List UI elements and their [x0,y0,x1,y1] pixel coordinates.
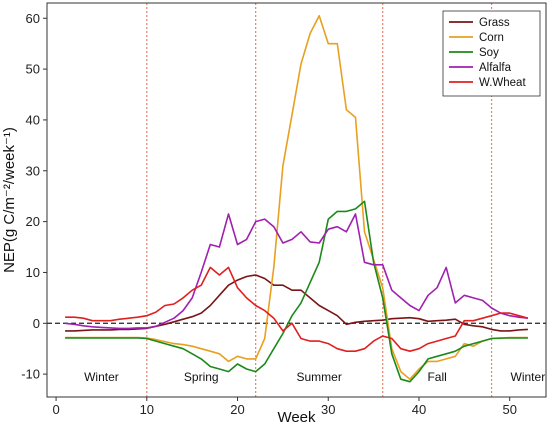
legend-label: Soy [479,47,499,59]
x-tick-label: 40 [412,402,426,417]
series-layer [65,14,529,383]
x-tick-label: 0 [52,402,59,417]
season-label: Spring [184,370,219,384]
x-tick-label: 20 [230,402,244,417]
x-axis-title: Week [277,409,316,426]
season-label: Fall [427,370,446,384]
y-tick-label: 10 [26,265,40,280]
y-tick-label: 40 [26,112,40,127]
season-label: Winter [511,370,546,384]
legend-label: Corn [479,32,504,44]
y-tick-label: 30 [26,163,40,178]
legend-label: Grass [479,17,510,29]
y-tick-label: 20 [26,214,40,229]
annotation-layer: Winter Spring Summer Fall Winter [47,3,546,397]
season-label: Winter [84,370,119,384]
season-label: Summer [297,370,342,384]
y-tick-label: 50 [26,62,40,77]
series-line-grass [65,274,528,332]
x-tick-label: 10 [140,402,154,417]
legend: Grass Corn Soy Alfalfa W.Wheat [442,10,541,97]
y-tick-label: 60 [26,11,40,26]
y-tick-label: 0 [33,316,40,331]
legend-label: W.Wheat [479,77,526,89]
legend-label: Alfalfa [479,62,512,74]
plot-frame [46,2,547,398]
y-tick-label: -10 [21,367,40,382]
y-axis-title: NEP(g C/m⁻²/week⁻¹) [1,127,18,273]
series-line-soy [65,200,528,383]
x-tick-label: 50 [502,402,516,417]
series-line-wwheat [65,266,529,353]
x-tick-label: 30 [321,402,335,417]
series-line-alfalfa [65,213,528,330]
